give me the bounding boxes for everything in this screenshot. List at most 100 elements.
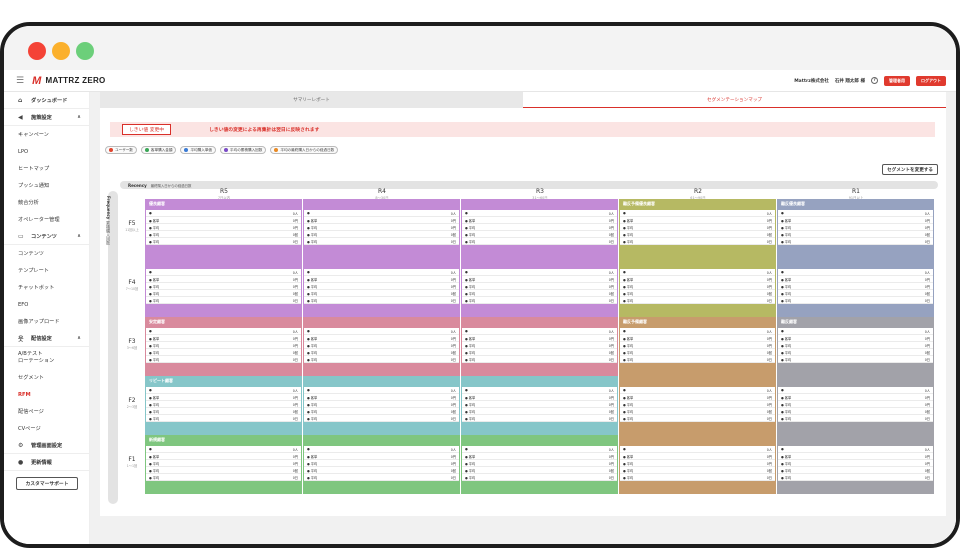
rfm-cell[interactable]: 離反優良顧客 ● 0人 ● 客単 0円 ● 平均 0円 ● 平均 0回 ● 平均 0日 (777, 199, 934, 258)
rfm-cell[interactable]: ● 0人 ● 客単 0円 ● 平均 0円 ● 平均 0回 ● 平均 0日 (619, 376, 776, 435)
legend-item[interactable]: 平均の最終購入日からの経過日数 (270, 146, 339, 154)
sidebar: ⌂ ダッシュボード ◀ 施策設定 ∧ キャンペーン LPO ヒートマップ プッシュ通知 競合分… (4, 92, 90, 544)
sidebar-item-marketing-1[interactable]: LPO (18, 148, 29, 155)
metric-row: ● 平均 0円 (304, 401, 459, 408)
sidebar-item-admin[interactable]: ⚙ 管理画面設定 (4, 437, 89, 454)
metric-label: ● 平均 (465, 284, 476, 289)
metric-label: ● (623, 388, 626, 392)
sidebar-item-delivery-2[interactable]: RFM (18, 391, 31, 398)
metric-label: ● (149, 329, 152, 333)
metric-row: ● 平均 0円 (620, 283, 775, 290)
metric-label: ● 平均 (465, 291, 476, 296)
rfm-cell[interactable]: 新規顧客 ● 0人 ● 客単 0円 ● 平均 0円 ● 平均 0回 ● 平均 0日 (145, 435, 302, 494)
rfm-cell[interactable]: ● 0人 ● 客単 0円 ● 平均 0円 ● 平均 0回 ● 平均 0日 (461, 435, 618, 494)
close-dot[interactable] (28, 42, 46, 60)
rfm-cell[interactable]: 安定顧客 ● 0人 ● 客単 0円 ● 平均 0円 ● 平均 0回 ● 平均 0日 (145, 317, 302, 376)
sidebar-item-contents-2[interactable]: チャットボット (18, 285, 55, 291)
metric-value: 0円 (924, 218, 930, 223)
sidebar-item-contents-4[interactable]: 画像アップロード (18, 319, 60, 325)
tab-summary[interactable]: サマリーレポート (100, 92, 523, 108)
metric-value: 0回 (608, 350, 614, 355)
rfm-cell[interactable]: ● 0人 ● 客単 0円 ● 平均 0円 ● 平均 0回 ● 平均 0日 (777, 435, 934, 494)
sidebar-item-delivery-0[interactable]: A/Bテスト ローテーション (18, 351, 55, 364)
sidebar-item-contents-0[interactable]: コンテンツ (18, 251, 44, 257)
sidebar-item-delivery-3[interactable]: 配信ページ (18, 409, 44, 415)
metric-label: ● 客単 (465, 395, 476, 400)
rfm-cell[interactable]: リピート顧客 ● 0人 ● 客単 0円 ● 平均 0円 ● 平均 0回 ● 平均 0日 (145, 376, 302, 435)
rfm-cell[interactable]: ● 0人 ● 客単 0円 ● 平均 0円 ● 平均 0回 ● 平均 0日 (461, 376, 618, 435)
metric-label: ● (149, 270, 152, 274)
metric-label: ● 平均 (307, 343, 318, 348)
rfm-cell[interactable]: 離反顧客 ● 0人 ● 客単 0円 ● 平均 0円 ● 平均 0回 ● 平均 0日 (777, 317, 934, 376)
metric-row: ● 0人 (462, 210, 617, 217)
customer-support-button[interactable]: カスタマーサポート (16, 477, 78, 490)
metric-label: ● 客単 (623, 454, 634, 459)
metric-value: 0円 (608, 343, 614, 348)
megaphone-icon: ◀ (18, 113, 23, 121)
metric-row: ● 客単 0円 (462, 276, 617, 283)
metric-row: ● 客単 0円 (462, 335, 617, 342)
sidebar-item-marketing-5[interactable]: オペレーター管理 (18, 217, 60, 223)
metric-value: 0日 (450, 239, 456, 244)
metric-value: 0円 (292, 454, 298, 459)
rfm-cell[interactable]: ● 0人 ● 客単 0円 ● 平均 0円 ● 平均 0回 ● 平均 0日 (777, 258, 934, 317)
metric-value: 0回 (924, 291, 930, 296)
metric-row: ● 平均 0円 (146, 342, 301, 349)
rfm-cell[interactable]: 離反予備顧客 ● 0人 ● 客単 0円 ● 平均 0円 ● 平均 0回 ● 平均 0日 (619, 317, 776, 376)
legend-item[interactable]: 客単購入金額 (140, 146, 177, 154)
legend-item[interactable]: ユーザー数 (105, 146, 137, 154)
metric-label: ● (465, 329, 468, 333)
metric-value: 0人 (766, 388, 772, 393)
rfm-cell[interactable]: ● 0人 ● 客単 0円 ● 平均 0円 ● 平均 0回 ● 平均 0日 (303, 376, 460, 435)
sidebar-item-updates[interactable]: ● 更新情報 (4, 454, 89, 471)
logo-text: MATTRZ ZERO (45, 76, 106, 85)
sidebar-item-marketing-2[interactable]: ヒートマップ (18, 166, 50, 172)
metric-label: ● 平均 (465, 239, 476, 244)
menu-icon[interactable]: ☰ (16, 75, 25, 86)
maximize-dot[interactable] (76, 42, 94, 60)
metric-value: 0回 (924, 350, 930, 355)
logout-button[interactable]: ログアウト (916, 75, 946, 86)
rfm-cell[interactable]: 離反予備優良顧客 ● 0人 ● 客単 0円 ● 平均 0円 ● 平均 0回 ● 平均 0日 (619, 199, 776, 258)
sidebar-group-marketing[interactable]: ◀ 施策設定 ∧ (4, 109, 89, 126)
rfm-cell[interactable]: ● 0人 ● 客単 0円 ● 平均 0円 ● 平均 0回 ● 平均 0日 (777, 376, 934, 435)
metric-value: 0日 (766, 298, 772, 303)
tab-segment-map[interactable]: セグメンテーションマップ (523, 92, 946, 108)
rfm-cell[interactable]: ● 0人 ● 客単 0円 ● 平均 0円 ● 平均 0回 ● 平均 0日 (303, 258, 460, 317)
rfm-cell[interactable]: ● 0人 ● 客単 0円 ● 平均 0円 ● 平均 0回 ● 平均 0日 (145, 258, 302, 317)
rfm-cell[interactable]: ● 0人 ● 客単 0円 ● 平均 0円 ● 平均 0回 ● 平均 0日 (461, 199, 618, 258)
help-icon[interactable]: ? (871, 77, 878, 84)
rfm-cell[interactable]: ● 0人 ● 客単 0円 ● 平均 0円 ● 平均 0回 ● 平均 0日 (303, 317, 460, 376)
frequency-title: Frequency (106, 196, 111, 220)
metric-label: ● 客単 (307, 277, 318, 282)
rfm-cell[interactable]: ● 0人 ● 客単 0円 ● 平均 0円 ● 平均 0回 ● 平均 0日 (461, 317, 618, 376)
sidebar-item-marketing-0[interactable]: キャンペーン (18, 132, 49, 138)
sidebar-item-marketing-4[interactable]: 競合分析 (18, 200, 39, 206)
admin-button[interactable]: 管理者用 (884, 75, 910, 86)
sidebar-item-contents-3[interactable]: EFO (18, 301, 29, 308)
sidebar-group-contents[interactable]: ▭ コンテンツ ∧ (4, 228, 89, 245)
metric-value: 0円 (292, 402, 298, 407)
sidebar-item-delivery-4[interactable]: CVページ (18, 426, 41, 432)
rfm-cell[interactable]: ● 0人 ● 客単 0円 ● 平均 0円 ● 平均 0回 ● 平均 0日 (303, 199, 460, 258)
sidebar-item-marketing-3[interactable]: プッシュ通知 (18, 183, 50, 189)
metric-value: 0円 (766, 461, 772, 466)
metric-row: ● 平均 0円 (304, 342, 459, 349)
rfm-cell[interactable]: ● 0人 ● 客単 0円 ● 平均 0円 ● 平均 0回 ● 平均 0日 (619, 258, 776, 317)
sidebar-item-contents-1[interactable]: テンプレート (18, 268, 49, 274)
metric-value: 0円 (766, 402, 772, 407)
rfm-cell[interactable]: ● 0人 ● 客単 0円 ● 平均 0円 ● 平均 0回 ● 平均 0日 (303, 435, 460, 494)
sidebar-item-delivery-1[interactable]: セグメント (18, 375, 44, 381)
sidebar-group-delivery[interactable]: 웃 配信設定 ∧ (4, 330, 89, 347)
logo[interactable]: M MATTRZ ZERO (32, 75, 106, 87)
metric-value: 0人 (766, 211, 772, 216)
change-segment-button[interactable]: セグメントを変更する (882, 164, 938, 175)
rfm-cell[interactable]: 優良顧客 ● 0人 ● 客単 0円 ● 平均 0円 ● 平均 0回 ● 平均 0日 (145, 199, 302, 258)
minimize-dot[interactable] (52, 42, 70, 60)
legend-item[interactable]: 平均の累積購入回数 (220, 146, 267, 154)
sidebar-item-dashboard[interactable]: ⌂ ダッシュボード (4, 92, 89, 109)
legend-item[interactable]: 平均購入単価 (180, 146, 217, 154)
rfm-cell[interactable]: ● 0人 ● 客単 0円 ● 平均 0円 ● 平均 0回 ● 平均 0日 (461, 258, 618, 317)
metric-label: ● 客単 (149, 218, 160, 223)
rfm-cell[interactable]: ● 0人 ● 客単 0円 ● 平均 0円 ● 平均 0回 ● 平均 0日 (619, 435, 776, 494)
